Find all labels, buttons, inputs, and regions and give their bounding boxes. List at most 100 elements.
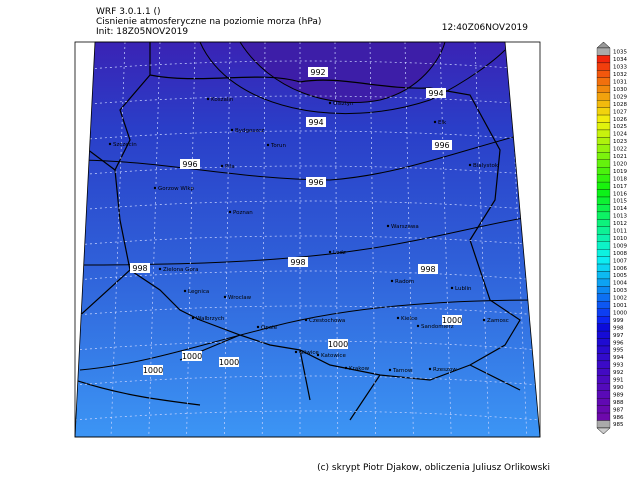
- colorbar-cell: [596, 308, 611, 317]
- colorbar-label: 991: [613, 378, 624, 384]
- parallel: [75, 375, 540, 386]
- colorbar-label: 990: [613, 385, 624, 391]
- meridian: [439, 42, 452, 437]
- city-layer: Koszalin Olsztyn Szczecin Bydgoszcz Torun Elk…: [108, 97, 509, 374]
- meridian: [261, 42, 266, 437]
- colorbar-cell: [596, 286, 611, 294]
- contour-label: 998: [290, 258, 305, 267]
- colorbar-label: 1002: [613, 296, 627, 302]
- contour-label: 1000: [219, 358, 239, 367]
- city-label: Zielona Gora: [163, 267, 198, 273]
- meridian: [110, 42, 126, 437]
- colorbar-label: 1014: [613, 206, 627, 212]
- city-dot: [433, 120, 437, 124]
- colorbar-cell: [596, 189, 611, 198]
- contour-label-bg: [306, 177, 326, 187]
- contour-label-bg: [143, 365, 163, 375]
- meridian: [369, 42, 376, 437]
- plot-frame: [74, 41, 541, 438]
- contour-label-bg: [418, 264, 438, 274]
- colorbar-label: 988: [613, 400, 624, 406]
- contour-label-bg: [130, 263, 150, 273]
- city-dot: [294, 350, 298, 354]
- colorbar-cell: [596, 316, 611, 324]
- city-dot: [158, 267, 162, 271]
- city-dot: [428, 367, 432, 371]
- colorbar-cell: [596, 114, 611, 123]
- contour-label: 996: [434, 141, 449, 150]
- colorbar-cell: [596, 256, 611, 265]
- colorbar-cell: [596, 152, 611, 160]
- city-label: Gorzow Wlkp: [158, 186, 195, 192]
- contour-label: 996: [182, 160, 197, 169]
- colorbar-cell: [596, 196, 611, 205]
- colorbar-cell: [596, 211, 611, 220]
- parallel: [75, 130, 540, 141]
- map-title: Cisnienie atmosferyczne na poziomie morz…: [96, 17, 321, 27]
- colorbar-cell: [596, 129, 611, 138]
- colorbar-label: 1021: [613, 154, 627, 160]
- colorbar-label: 1003: [613, 288, 627, 294]
- city-dot: [191, 316, 195, 320]
- city-dot: [220, 164, 224, 168]
- contour-label: 1000: [442, 316, 462, 325]
- colorbar-cell: [596, 263, 611, 272]
- colorbar-label: 1004: [613, 281, 627, 287]
- city-label: Zamosc: [487, 318, 509, 324]
- colorbar-label: 1017: [613, 184, 627, 190]
- colorbar-label: 997: [613, 333, 624, 339]
- colorbar-label: 1019: [613, 169, 627, 175]
- contour-label-bg: [288, 257, 308, 267]
- colorbar-cell: [596, 368, 611, 376]
- colorbar-cell: [596, 47, 611, 56]
- city-label: Opole: [261, 325, 278, 331]
- colorbar-cell: [596, 226, 611, 235]
- colorbar-label: 1008: [613, 251, 627, 257]
- parallel: [75, 165, 540, 176]
- colorbar-label: 1006: [613, 266, 627, 272]
- city-dot: [328, 101, 332, 105]
- meridian: [404, 42, 414, 437]
- colorbar-cell: [596, 360, 611, 369]
- colorbar-label: 1024: [613, 132, 627, 138]
- city-dot: [328, 250, 332, 254]
- contour-label-bg: [182, 351, 202, 361]
- colorbar-label: 989: [613, 392, 624, 398]
- meridian: [224, 42, 231, 437]
- colorbar-label: 1020: [613, 161, 627, 167]
- colorbar-cell: [596, 383, 611, 391]
- colorbar-label: 993: [613, 363, 624, 369]
- contour-label-bg: [426, 88, 446, 98]
- colorbar-label: 1027: [613, 109, 627, 115]
- city-dot: [316, 353, 320, 357]
- colorbar-label: 1035: [613, 50, 627, 56]
- colorbar-label: 1028: [613, 102, 627, 108]
- colorbar-label: 1025: [613, 124, 627, 130]
- contour-label: 1000: [328, 340, 348, 349]
- colorbar-label: 1001: [613, 303, 627, 309]
- colorbar-label: 994: [613, 355, 624, 361]
- city-dot: [416, 324, 420, 328]
- city-dot: [153, 186, 157, 190]
- colorbar-cell: [596, 301, 611, 309]
- city-label: Poznan: [233, 210, 253, 216]
- colorbar-label: 986: [613, 415, 624, 421]
- city-label: Lodz: [333, 250, 346, 256]
- city-label: Walbrzych: [196, 316, 225, 322]
- colorbar-cell: [596, 167, 611, 175]
- contour-label: 1000: [182, 352, 202, 361]
- city-label: Pila: [225, 164, 235, 170]
- colorbar-top-arrow: [596, 41, 611, 49]
- parallel: [75, 410, 540, 421]
- colorbar-bottom-arrow: [596, 427, 611, 435]
- city-dot: [256, 325, 260, 329]
- city-dot: [386, 224, 390, 228]
- colorbar-label: 996: [613, 340, 624, 346]
- colorbar-cell: [596, 174, 611, 183]
- contour-label-layer: 992 994 994 996 996 996 998 998 998 1000 1000 1000 1…: [130, 67, 462, 375]
- contour-label: 998: [420, 265, 435, 274]
- isobars: [75, 42, 540, 371]
- colorbar-label: 1018: [613, 176, 627, 182]
- colorbar-label: 998: [613, 325, 624, 331]
